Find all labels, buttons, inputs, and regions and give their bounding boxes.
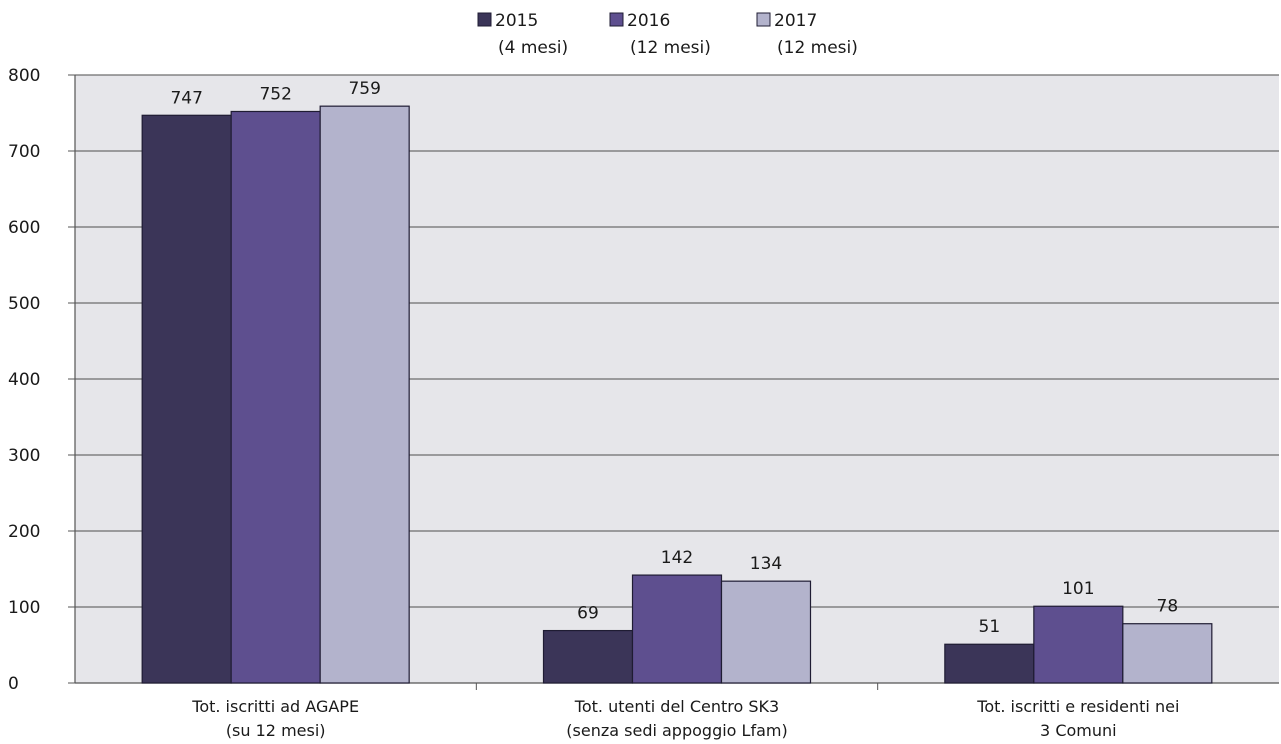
category-label-line: Tot. utenti del Centro SK3: [574, 697, 779, 716]
data-label: 752: [259, 84, 291, 104]
legend-sublabel: (12 mesi): [630, 38, 711, 58]
y-tick-label: 200: [8, 522, 40, 542]
bar: [1122, 623, 1213, 684]
legend-label: 2015: [495, 11, 538, 31]
legend-sublabel: (4 mesi): [498, 38, 568, 58]
y-tick-labels: 0 100 200 300 400 500 600 700 800: [8, 66, 40, 694]
category-label: Tot. iscritti ad AGAPE (su 12 mesi): [191, 697, 359, 740]
bar: [319, 105, 410, 684]
data-label: 51: [979, 617, 1001, 637]
legend-swatch: [609, 12, 624, 27]
data-labels: 747 752 759 69 142 134 51 101 78: [170, 79, 1178, 637]
data-label: 759: [348, 79, 380, 99]
bar: [720, 580, 812, 684]
y-tick-label: 800: [8, 66, 40, 86]
y-tick-label: 700: [8, 142, 40, 162]
bar: [1033, 605, 1124, 684]
bar: [141, 114, 232, 684]
legend-swatch: [477, 12, 492, 27]
bars: [141, 105, 1213, 684]
category-label-line: Tot. iscritti ad AGAPE: [191, 697, 359, 716]
data-label: 142: [661, 548, 693, 568]
legend: 2015 (4 mesi) 2016 (12 mesi) 2017 (12 mesi): [477, 11, 858, 58]
legend-label: 2017: [774, 11, 817, 31]
y-tick-label: 500: [8, 294, 40, 314]
category-label: Tot. utenti del Centro SK3 (senza sedi ap…: [566, 697, 787, 740]
data-label: 101: [1062, 579, 1094, 599]
category-labels: Tot. iscritti ad AGAPE (su 12 mesi) Tot. u…: [191, 697, 1179, 740]
legend-swatch: [756, 12, 771, 27]
data-label: 747: [170, 88, 202, 108]
y-tick-label: 400: [8, 370, 40, 390]
legend-sublabel: (12 mesi): [777, 38, 858, 58]
data-label: 69: [577, 604, 599, 624]
legend-label: 2016: [627, 11, 670, 31]
category-label-line: (su 12 mesi): [226, 721, 326, 740]
y-tick-label: 0: [8, 674, 19, 694]
y-tick-label: 300: [8, 446, 40, 466]
category-label-line: Tot. iscritti e residenti nei: [976, 697, 1179, 716]
category-label-line: (senza sedi appoggio Lfam): [566, 721, 787, 740]
y-tick-label: 600: [8, 218, 40, 238]
category-label-line: 3 Comuni: [1040, 721, 1117, 740]
bar: [944, 643, 1035, 684]
data-label: 78: [1157, 597, 1179, 617]
y-tick-label: 100: [8, 598, 40, 618]
bar: [542, 629, 634, 684]
bar: [230, 110, 321, 684]
bar: [631, 574, 723, 684]
data-label: 134: [750, 554, 782, 574]
category-label: Tot. iscritti e residenti nei 3 Comuni: [976, 697, 1179, 740]
